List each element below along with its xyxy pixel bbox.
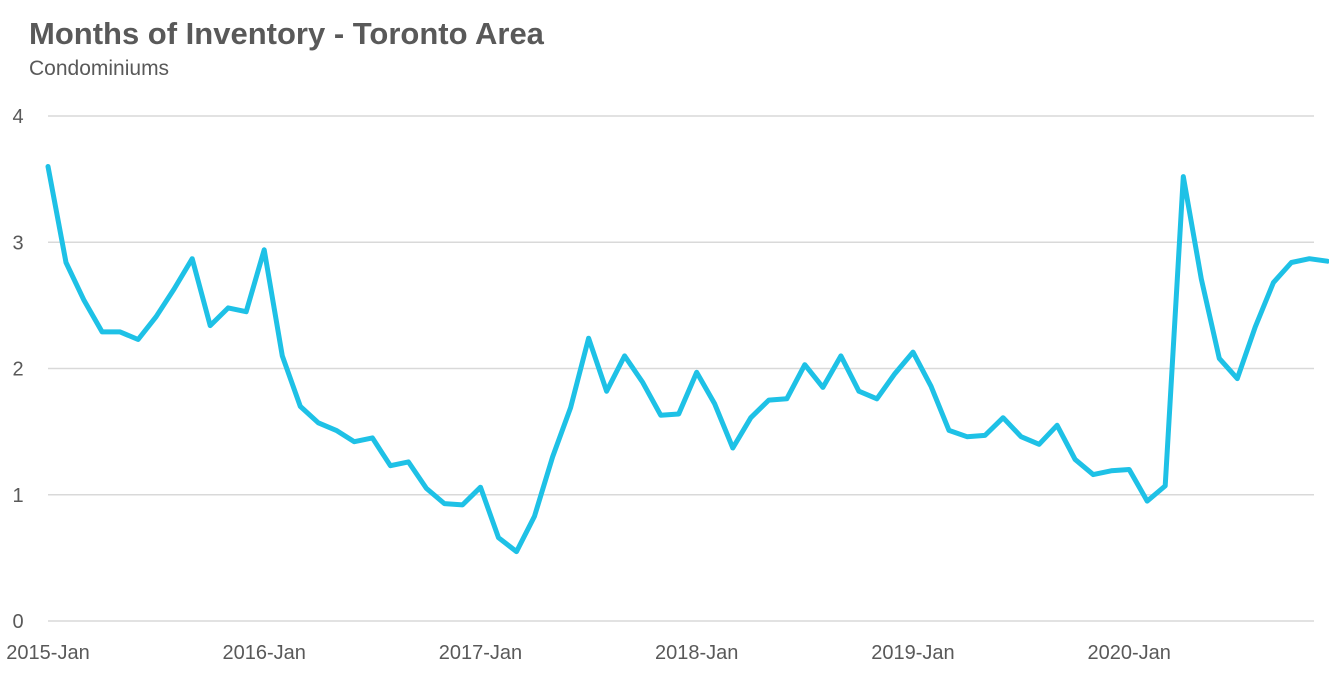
x-tick-label: 2019-Jan [871,642,954,664]
y-tick-label: 0 [12,611,23,633]
series-line [45,164,1329,555]
x-tick-label: 2015-Jan [6,642,89,664]
y-tick-label: 4 [12,106,23,128]
y-axis-ticks: 0 1 2 3 4 [12,106,23,633]
y-tick-label: 2 [12,359,23,381]
y-tick-label: 1 [12,485,23,507]
gridlines [48,115,1314,622]
x-tick-label: 2020-Jan [1087,642,1170,664]
x-tick-label: 2017-Jan [439,642,522,664]
series-group [45,164,1329,555]
x-tick-label: 2018-Jan [655,642,738,664]
chart-title: Months of Inventory - Toronto Area [29,16,544,51]
y-tick-label: 3 [12,232,23,254]
x-tick-label: 2016-Jan [223,642,306,664]
x-axis-ticks: 2015-Jan 2016-Jan 2017-Jan 2018-Jan 2019-Jan… [6,642,1171,664]
chart-subtitle: Condominiums [29,57,170,80]
